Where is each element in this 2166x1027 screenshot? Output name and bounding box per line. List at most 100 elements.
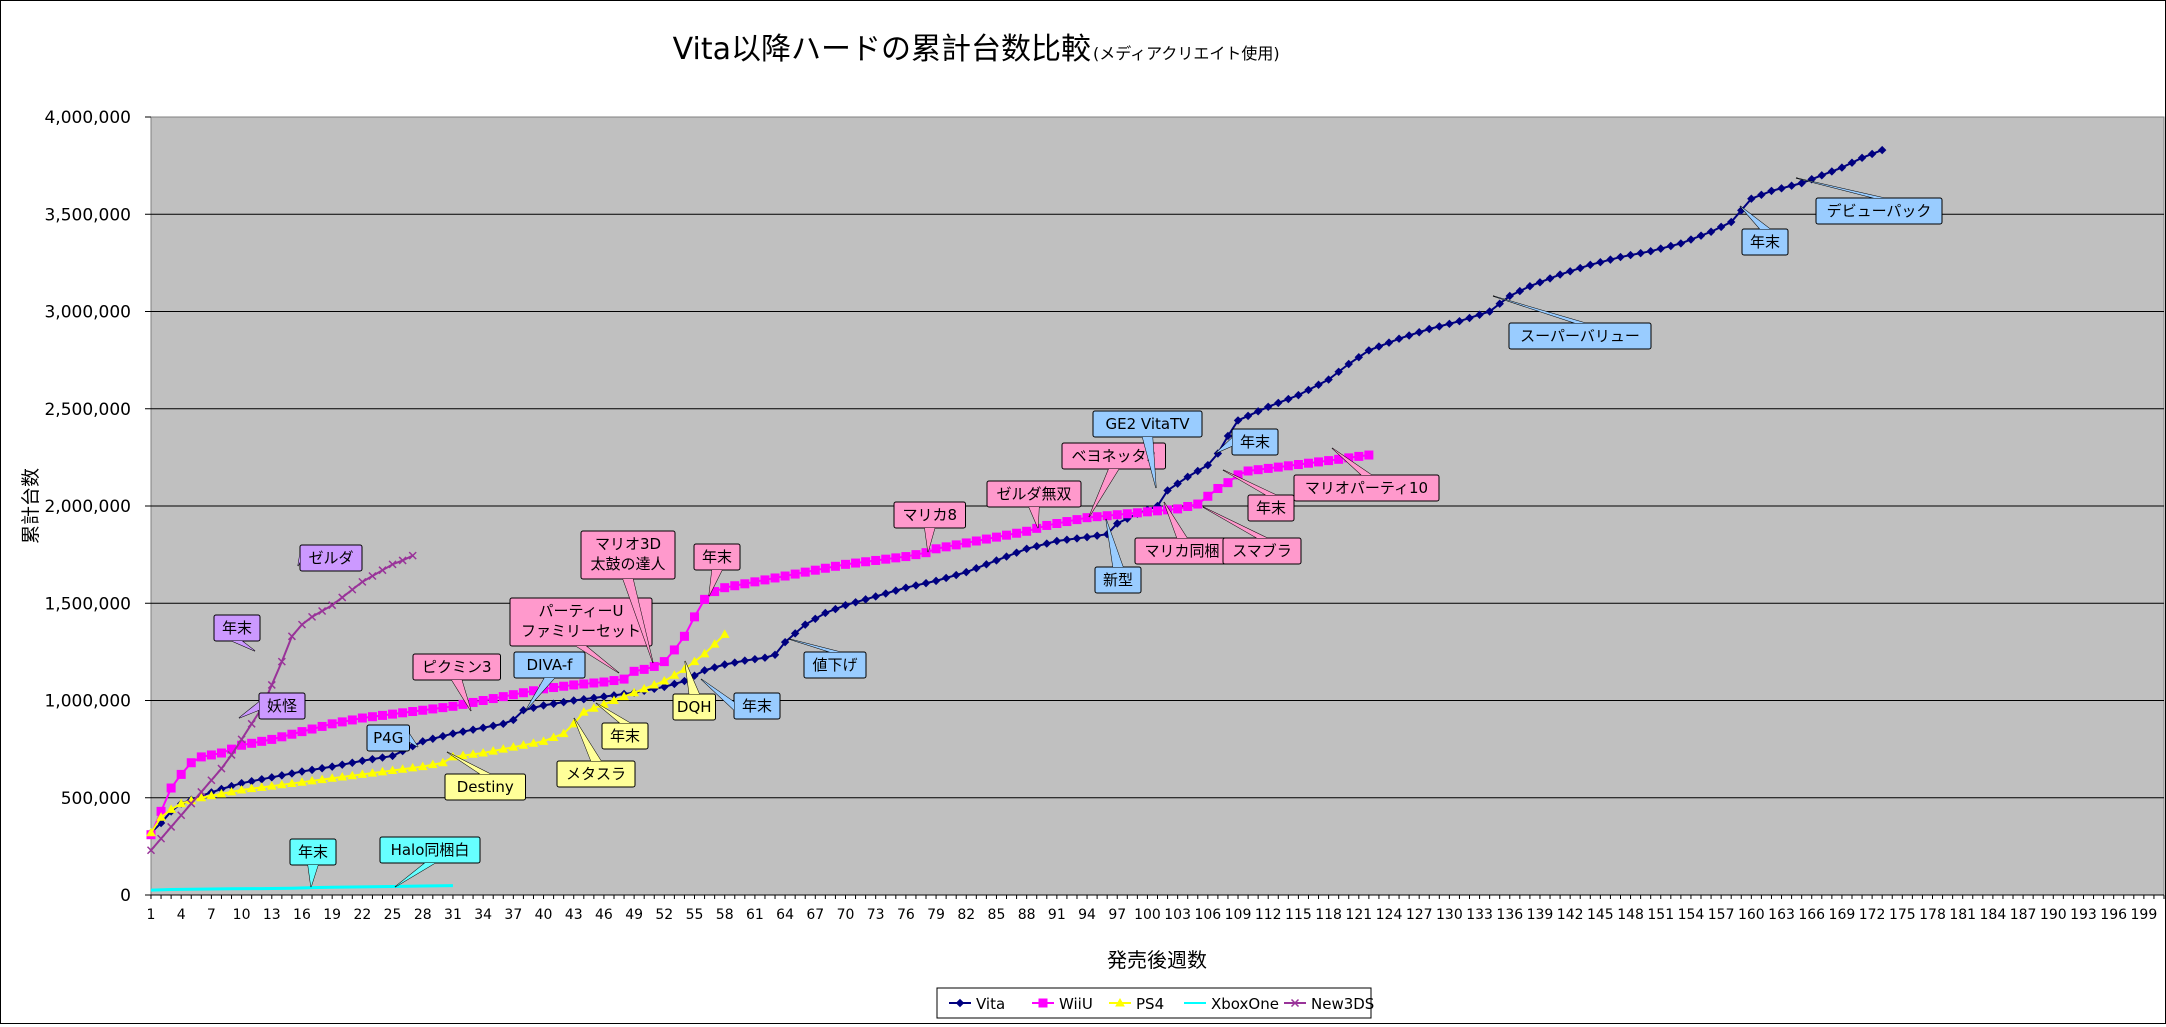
data-point	[1062, 535, 1072, 544]
data-point	[1344, 359, 1353, 369]
data-point	[187, 799, 196, 808]
data-point	[1012, 548, 1021, 557]
legend-label: WiiU	[1059, 995, 1093, 1013]
legend-item: PS4	[1109, 995, 1164, 1013]
x-tick-label: 55	[686, 907, 704, 923]
data-point	[679, 631, 689, 641]
data-point	[348, 585, 357, 594]
data-point	[1535, 278, 1545, 287]
data-point	[308, 612, 317, 621]
x-tick-label: 136	[1496, 907, 1523, 923]
data-point	[609, 676, 619, 686]
annotation-callout: デビューパック	[1795, 177, 1943, 225]
data-point	[1243, 411, 1253, 421]
callout-pointer-fill	[395, 863, 435, 887]
x-tick-label: 1	[147, 907, 156, 923]
x-tick-label: 28	[414, 907, 432, 923]
data-point	[367, 712, 377, 722]
x-tick-label: 160	[1738, 907, 1765, 923]
annotation-label: ゼルダ無双	[996, 485, 1071, 503]
data-point	[186, 758, 196, 768]
data-point	[1394, 334, 1404, 343]
x-tick-label: 82	[957, 907, 975, 923]
x-axis-ticks: 1 4 7 10 13 16 19 22 25 28 31 34 37 40 43 46 49 52 55 58 61 6…	[147, 894, 2165, 923]
data-point	[1193, 466, 1202, 476]
data-point	[418, 737, 427, 746]
data-point	[358, 577, 367, 586]
data-point	[1797, 178, 1806, 188]
x-tick-label: 70	[837, 907, 855, 923]
data-point	[226, 786, 237, 796]
data-point	[619, 674, 629, 684]
data-point	[1022, 544, 1031, 553]
data-point	[1042, 539, 1051, 548]
data-point	[1676, 239, 1686, 248]
y-tick-label: 3,500,000	[44, 205, 131, 225]
data-point	[1495, 299, 1504, 308]
annotation-label: DQH	[677, 698, 712, 716]
data-point	[1294, 390, 1303, 400]
data-point	[680, 676, 689, 686]
data-point	[1726, 217, 1736, 227]
annotation-callout: 年末	[693, 543, 741, 597]
data-point	[1304, 385, 1313, 395]
data-point	[287, 778, 297, 787]
data-point	[951, 570, 961, 580]
data-point	[236, 784, 247, 794]
data-point	[780, 571, 790, 581]
data-point	[227, 750, 236, 759]
data-point	[398, 708, 408, 718]
data-point	[1425, 324, 1434, 334]
callout-pointer-fill	[789, 639, 840, 652]
annotation-label: 年末	[1256, 499, 1286, 517]
data-point	[971, 536, 981, 546]
data-point	[1264, 402, 1273, 412]
data-point	[659, 657, 669, 667]
annotation-label: ピクミン3	[422, 658, 492, 676]
annotation-label: 妖怪	[267, 697, 297, 715]
data-point	[1032, 541, 1041, 551]
data-point	[1757, 190, 1766, 200]
annotation-label: ファミリーセット	[521, 622, 641, 640]
legend-label: XboxOne	[1211, 995, 1279, 1013]
annotation-label: 年末	[742, 697, 772, 715]
data-point	[941, 542, 951, 552]
annotation-callout: 年末	[289, 838, 337, 888]
data-point	[176, 769, 186, 779]
annotation-label: GE2 VitaTV	[1105, 415, 1190, 433]
annotation-label: 年末	[610, 727, 640, 745]
data-point	[1233, 416, 1243, 425]
x-tick-label: 157	[1708, 907, 1735, 923]
data-point	[1173, 504, 1183, 514]
data-point	[700, 666, 709, 675]
data-point	[297, 767, 307, 776]
annotation-label: スーパーバリュー	[1520, 327, 1640, 345]
data-point	[489, 721, 498, 730]
data-point	[1384, 338, 1394, 347]
data-point	[378, 753, 387, 762]
annotation-label: メタスラ	[566, 765, 626, 783]
x-tick-label: 40	[535, 907, 553, 923]
data-point	[1113, 519, 1122, 528]
data-point	[1616, 252, 1625, 262]
data-point	[790, 629, 800, 638]
data-point	[518, 740, 529, 749]
annotation-label: 年末	[1750, 233, 1780, 251]
data-point	[478, 696, 488, 705]
data-point	[1303, 458, 1313, 468]
data-point	[982, 560, 991, 569]
data-point	[397, 764, 408, 773]
x-axis-label: 発売後週数	[1107, 948, 1207, 972]
annotation-callout: P4G	[366, 724, 419, 752]
data-point	[911, 581, 921, 590]
data-point	[357, 713, 367, 723]
data-point	[1002, 530, 1012, 540]
annotation-label: マリカ同梱	[1144, 542, 1219, 560]
data-point	[1777, 184, 1786, 193]
series-XboxOne	[150, 884, 453, 892]
data-point	[277, 732, 287, 742]
data-point	[840, 559, 850, 569]
data-point	[167, 822, 176, 831]
data-point	[216, 788, 227, 798]
data-point	[1002, 552, 1011, 561]
